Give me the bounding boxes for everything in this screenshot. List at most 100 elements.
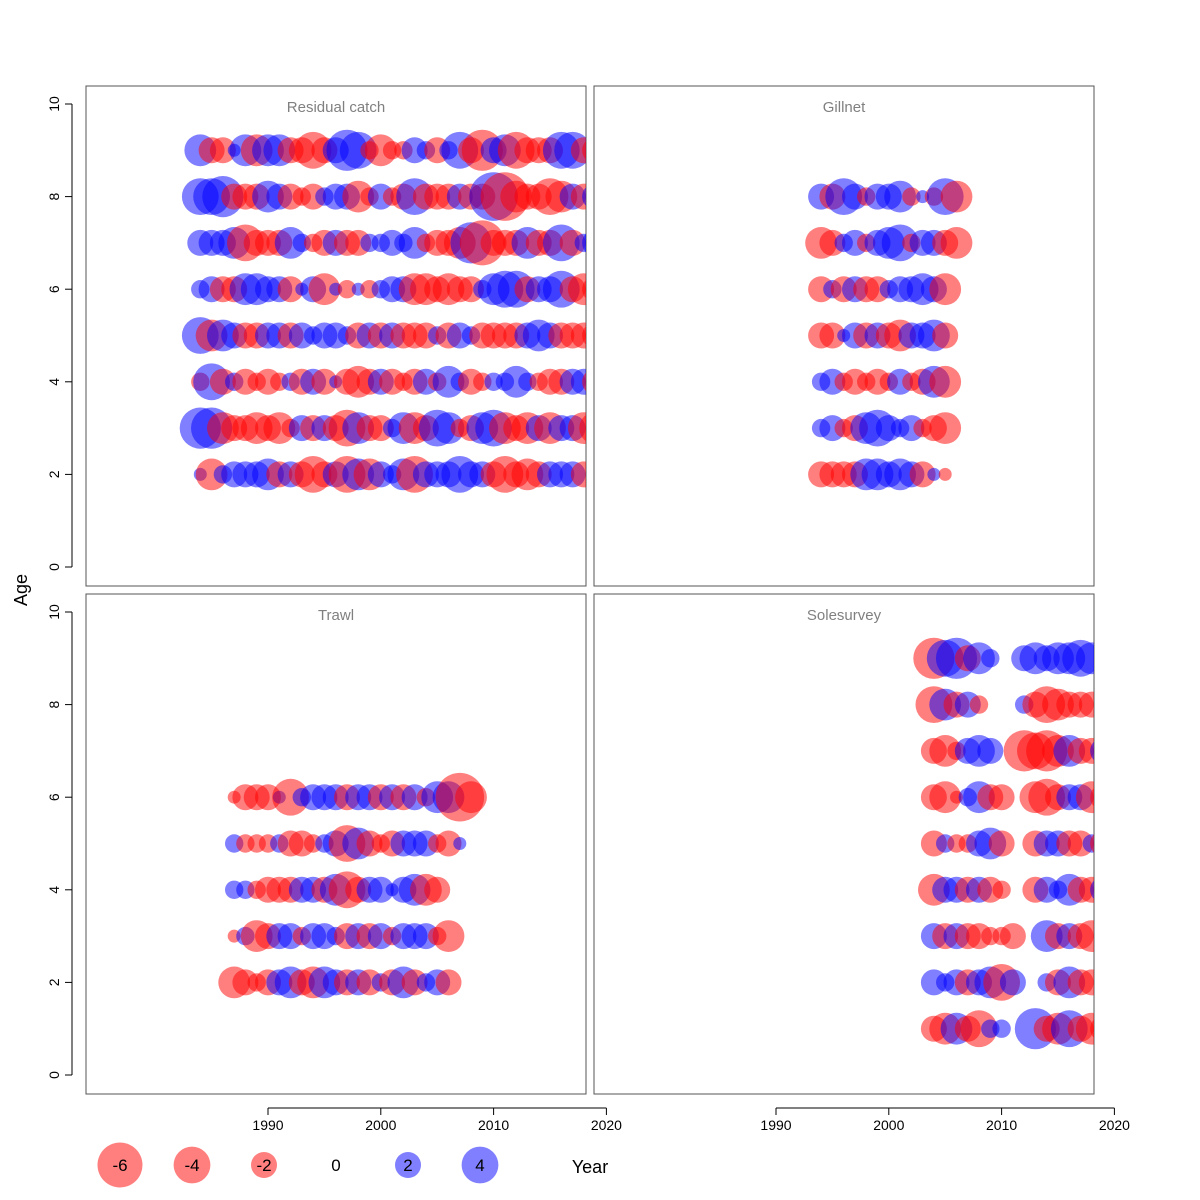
x-tick-label: 2020 (591, 1117, 622, 1133)
y-tick-label: 10 (46, 96, 62, 112)
bubble-age5-2019 (582, 326, 586, 345)
panel-gillnet: Gillnet (593, 85, 1095, 587)
bubble-age9-1998 (339, 131, 377, 169)
bubble-age2-2019 (1093, 981, 1094, 984)
bubble-age6-2008 (455, 781, 487, 814)
bubble-age5-2006 (435, 830, 462, 857)
legend-label: 2 (403, 1156, 412, 1175)
bubble-age1-2010 (992, 1019, 1011, 1038)
bubble-age3-2021 (1119, 930, 1132, 943)
bubble-age6-2005 (929, 273, 962, 306)
x-axis-label: Year (572, 1157, 608, 1177)
bubble-age8-2002 (902, 187, 921, 206)
bubbles (218, 772, 487, 999)
legend-bubble (173, 1146, 211, 1184)
panel-title: Trawl (318, 607, 354, 624)
bubble-age5-2020 (1101, 831, 1127, 857)
bubble-age9-2018 (570, 137, 586, 164)
bubble-age3-2019 (579, 415, 586, 442)
bubble-age8-2018 (1078, 691, 1094, 718)
bubble-age8-2021 (605, 184, 631, 210)
bubble-age5-2022 (616, 323, 642, 349)
x-tick-label: 2020 (1099, 1117, 1130, 1133)
bubble-age6-2019 (582, 279, 586, 299)
bubble-age3-2020 (1108, 930, 1121, 943)
bubble-age2-2011 (999, 969, 1026, 996)
bubble-age7-2018 (1078, 737, 1094, 764)
bubble-age9-1986 (209, 137, 236, 164)
bubble-age4-2018 (570, 368, 586, 395)
y-tick-label: 8 (46, 192, 62, 200)
bubble-age9-2022 (616, 137, 642, 163)
y-tick-label: 2 (46, 470, 62, 478)
bubble-age5-2010 (988, 830, 1015, 857)
legend-entry: 4 (461, 1146, 499, 1184)
bubbles (179, 129, 668, 493)
axes-layer: 0 2 4 6 8 10 0 2 4 6 8 10 1990 2000 2010 2020 1990 2000 20… (46, 96, 1130, 1133)
bubble-age5-2020 (593, 323, 619, 349)
x-tick-label: 1990 (760, 1117, 791, 1133)
legend-bubble (251, 1152, 277, 1178)
legend-entry: 0 (331, 1156, 340, 1175)
bubble-age4-1995 (311, 368, 338, 395)
bubble-age2-2020 (1101, 969, 1127, 995)
bubble-age2-2005 (938, 467, 952, 481)
panel-residual-catch: Residual catch (85, 85, 668, 587)
bubble-age3-2005 (929, 412, 962, 444)
bubble-age2-2021 (605, 461, 631, 487)
legend-label: 0 (331, 1156, 340, 1175)
bubble-age4-2019 (582, 372, 586, 392)
legend-bubble (97, 1142, 143, 1188)
bubble-age6-2005 (929, 781, 962, 814)
panel-title: Gillnet (823, 99, 866, 116)
x-tick-label: 1990 (252, 1117, 283, 1133)
bubble-age2-2018 (1078, 969, 1094, 996)
bubble-age9-2019 (582, 141, 586, 160)
legend-bubble (395, 1152, 421, 1178)
bubbles (805, 178, 973, 491)
bubble-age9-2009 (981, 649, 1000, 668)
panel-title: Solesurvey (807, 607, 882, 624)
bubble-age3-2011 (999, 923, 1026, 950)
legend-entry: -2 (251, 1152, 277, 1178)
bubble-age6-2021 (1113, 784, 1139, 810)
y-tick-label: 6 (46, 285, 62, 293)
bubble-age4-2023 (627, 369, 653, 395)
legend-bubble (461, 1146, 499, 1184)
bubble-age7-2009 (977, 737, 1004, 764)
bubble-age6-1992 (277, 276, 304, 303)
bubble-age8-2008 (969, 695, 989, 714)
bubble-age8-2022 (620, 187, 638, 205)
bubble-age5-1995 (819, 322, 846, 349)
bubble-age4-2024 (636, 366, 668, 398)
y-tick-label: 2 (46, 978, 62, 986)
legend-entry: -6 (97, 1142, 143, 1188)
bubble-age9-2020 (1101, 645, 1127, 671)
panel-frame (593, 85, 1095, 587)
bubble-age6-1992 (272, 778, 309, 816)
bubble-age3-2018 (1075, 920, 1094, 952)
bubble-age5-2021 (605, 323, 631, 349)
x-tick-label: 2010 (986, 1117, 1017, 1133)
bubble-age6-1997 (337, 280, 357, 299)
bubble-age4-2000 (367, 876, 394, 903)
y-tick-label: 10 (46, 604, 62, 620)
bubble-age6-2020 (593, 276, 619, 302)
bubble-age8-2020 (593, 184, 619, 210)
x-tick-label: 2010 (478, 1117, 509, 1133)
bubble-age3-2019 (1093, 934, 1094, 938)
bubble-age2-2021 (1107, 964, 1144, 1001)
bubble-age6-2021 (602, 273, 634, 305)
bubble-age7-2019 (582, 233, 586, 253)
bubble-age6-1995 (308, 273, 341, 306)
bubble-age5-2007 (453, 837, 467, 850)
bubble-age7-2020 (593, 230, 619, 256)
bubble-age3-2020 (593, 415, 619, 441)
bubble-age7-2001 (881, 224, 919, 262)
bubble-age7-2019 (1090, 741, 1094, 761)
bubble-age1-2019 (1090, 1019, 1094, 1038)
bubble-age9-2018 (1075, 642, 1094, 675)
legend-label: -2 (256, 1156, 271, 1175)
y-tick-label: 0 (46, 1071, 62, 1079)
